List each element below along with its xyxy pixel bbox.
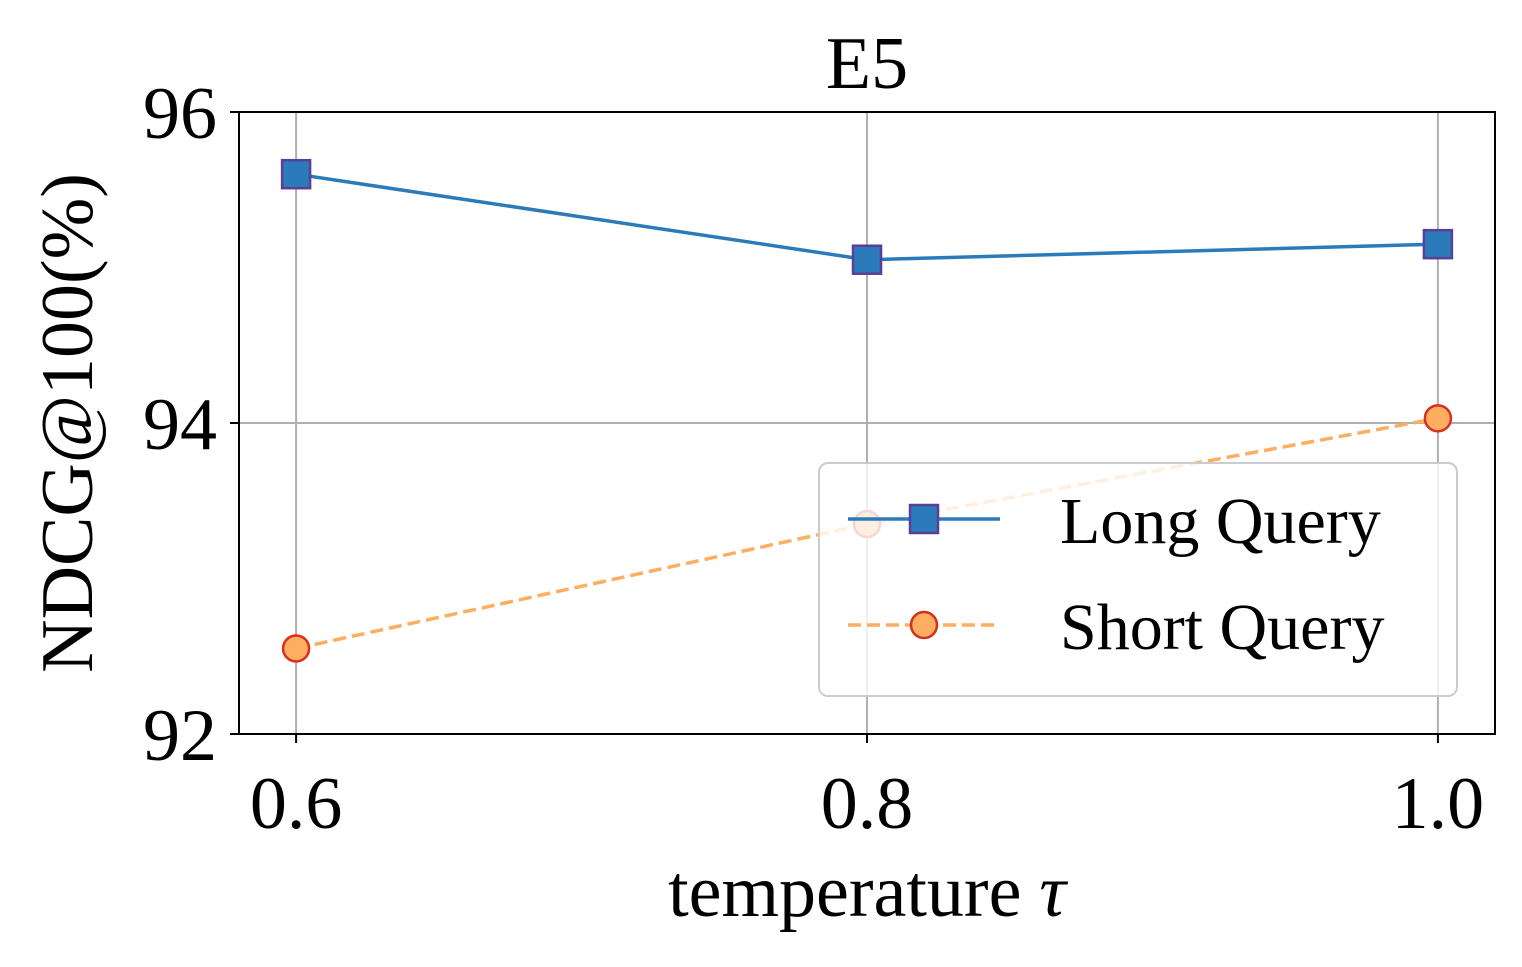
series-layer (280, 158, 1454, 663)
y-tick-label: 92 (143, 695, 217, 777)
legend-marker-short-query (909, 610, 939, 640)
series-line-short-query (295, 416, 1439, 651)
y-axis-label: NDCG@100(%) (27, 173, 109, 673)
data-point-long-query (1422, 228, 1454, 260)
chart-title: E5 (826, 23, 908, 105)
y-tick-label: 94 (143, 384, 217, 466)
x-axis-label: temperature τ (668, 851, 1068, 933)
data-point-long-query (851, 244, 883, 275)
series-long-query (280, 158, 1454, 275)
y-tick-label: 96 (143, 73, 217, 155)
data-point-short-query (281, 634, 311, 663)
legend-label-short-query: Short Query (1060, 591, 1384, 664)
x-tick-label: 0.6 (250, 763, 343, 845)
legend-marker-long-query (908, 503, 940, 535)
legend-entries: Long Query Short Query (848, 485, 1384, 664)
data-point-short-query (1423, 404, 1453, 433)
x-axis-label-text: temperature (668, 851, 1021, 933)
data-point-long-query (280, 158, 312, 190)
legend-box (818, 462, 1458, 697)
legend: Long Query Short Query (818, 462, 1458, 697)
legend-label-long-query: Long Query (1060, 485, 1381, 558)
x-axis-label-symbol: τ (1039, 851, 1068, 933)
x-tick-label: 0.8 (821, 763, 914, 845)
x-tick-label: 1.0 (1392, 763, 1485, 845)
axis-ticks: 0.6 0.8 1.0 92 94 96 (143, 73, 1484, 845)
